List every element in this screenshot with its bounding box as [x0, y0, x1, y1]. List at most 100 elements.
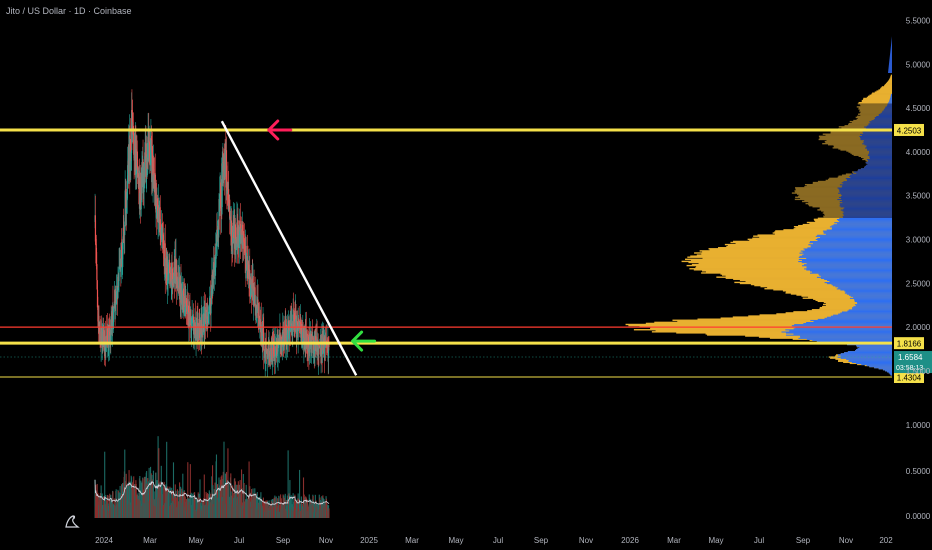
- candle-body: [162, 235, 164, 243]
- volume-profile-bar: [813, 320, 892, 323]
- candle-body: [292, 314, 295, 320]
- volume-profile-bar: [815, 235, 892, 237]
- volume-profile-bar: [860, 137, 892, 140]
- volume-profile-bar: [857, 103, 892, 105]
- volume-profile-bar: [833, 146, 892, 148]
- volume-profile-bar: [693, 269, 892, 271]
- x-tick-label: Mar: [143, 536, 157, 545]
- volume-profile-bar: [691, 263, 892, 266]
- candle-body: [209, 298, 211, 311]
- candle-body: [94, 215, 96, 242]
- volume-profile-bar: [808, 296, 892, 298]
- candle-body: [218, 199, 220, 230]
- volume-profile-bar: [843, 180, 892, 183]
- candle-body: [230, 220, 233, 247]
- candle-body: [311, 335, 313, 343]
- volume-bar: [110, 494, 112, 518]
- volume-profile-bar: [859, 104, 892, 106]
- volume-profile-bar: [844, 207, 892, 209]
- volume-bar: [164, 487, 166, 518]
- volume-profile-bar: [849, 175, 892, 177]
- x-tick-label: Nov: [579, 536, 593, 545]
- y-tick-label: 3.5000: [906, 192, 931, 201]
- candle-body: [210, 304, 212, 314]
- volume-profile-bar: [785, 332, 892, 334]
- trend-line[interactable]: [220, 120, 358, 376]
- candle-body: [288, 330, 291, 339]
- volume-profile-bar: [850, 295, 892, 297]
- volume-profile-bar: [854, 303, 892, 306]
- volume-profile-bar: [878, 367, 892, 370]
- green-arrow-icon[interactable]: [351, 330, 377, 352]
- arrow-annotations[interactable]: [267, 119, 377, 352]
- candle-body: [155, 183, 157, 218]
- volume-profile-bar: [890, 74, 892, 77]
- horizontal-levels[interactable]: 4.2503 1.8166 1.4304 1.6584 03:58:13: [0, 123, 932, 383]
- candle-body: [118, 280, 120, 286]
- candle-body: [214, 257, 216, 272]
- candle-body: [209, 299, 211, 305]
- volume-profile-bar: [860, 114, 892, 116]
- candle-body: [328, 344, 330, 359]
- trend-line-group[interactable]: [220, 120, 358, 376]
- volume-bar: [135, 483, 137, 518]
- red-arrow-icon[interactable]: [267, 119, 293, 141]
- volume-profile-bar: [838, 313, 892, 315]
- price-badge: [894, 337, 924, 350]
- volume-profile-bar: [650, 327, 892, 330]
- candle-body: [219, 189, 221, 195]
- volume-profile-bar: [818, 135, 892, 138]
- volume-profile-bar: [804, 249, 892, 251]
- volume-profile-bar: [865, 147, 892, 149]
- candle-body: [260, 321, 262, 337]
- volume-profile-bar: [855, 304, 892, 307]
- volume-profile-bar: [860, 138, 892, 141]
- candle-body: [168, 263, 170, 270]
- volume-profile-bar: [826, 229, 892, 231]
- volume-bar: [239, 493, 242, 518]
- volume-profile-bar: [840, 289, 892, 291]
- candle-body: [247, 264, 249, 279]
- candle-body: [133, 135, 135, 155]
- symbol-title[interactable]: Jito / US Dollar · 1D · Coinbase: [6, 6, 132, 16]
- volume-profile-bar: [799, 255, 892, 257]
- volume-bar: [237, 481, 239, 518]
- candle-body: [176, 272, 178, 287]
- y-tick-label: 5.5000: [906, 17, 931, 26]
- volume-profile-bar: [625, 323, 892, 326]
- volume-profile-bar: [822, 230, 892, 232]
- volume-profile-bar: [832, 147, 892, 149]
- volume-pane: [94, 436, 330, 518]
- volume-profile-bar: [806, 269, 892, 271]
- candle-body: [131, 112, 133, 143]
- volume-profile-bar: [878, 114, 892, 116]
- volume-profile-bar: [732, 316, 892, 318]
- volume-profile-bar: [854, 298, 892, 300]
- volume-profile-bar: [785, 329, 892, 331]
- volume-profile-bar: [847, 310, 892, 312]
- candle-body: [265, 348, 267, 350]
- candle-body: [301, 332, 303, 344]
- y-tick-label: 2.0000: [906, 323, 931, 332]
- volume-profile-bar: [832, 284, 892, 287]
- volume-profile-bar: [806, 321, 892, 324]
- candle-body: [153, 157, 155, 175]
- volume-bar: [118, 492, 120, 518]
- candle-body: [170, 281, 172, 284]
- candle-body: [102, 330, 104, 348]
- volume-profile-bar: [822, 142, 892, 145]
- volume-profile-bar: [810, 245, 892, 248]
- volume-profile-bar: [836, 218, 892, 221]
- candle-body: [257, 299, 259, 309]
- candle-body: [220, 194, 222, 217]
- volume-profile-bar: [859, 346, 892, 349]
- candle-body: [318, 347, 320, 348]
- candle-body: [154, 173, 156, 194]
- volume-profile-bar: [888, 79, 892, 82]
- volume-profile-bar: [793, 333, 892, 335]
- volume-profile-bar: [856, 344, 892, 347]
- volume-profile-bar: [860, 133, 892, 135]
- volume-profile-bar: [865, 161, 892, 164]
- volume-profile-bar: [886, 81, 892, 84]
